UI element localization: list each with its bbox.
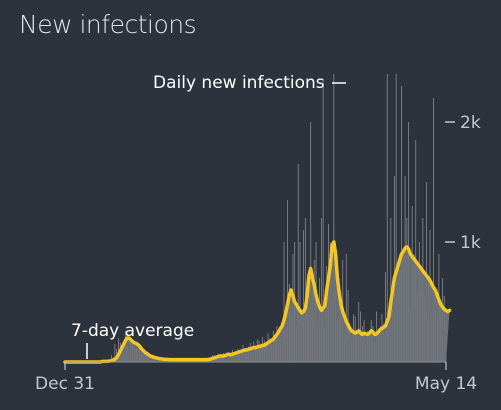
daily-bar [287, 200, 288, 362]
y-tick-label-1k: 1k [460, 233, 481, 253]
daily-new-infections-label: Daily new infections [153, 73, 325, 93]
daily-bar [114, 344, 116, 362]
daily-bar [395, 74, 397, 362]
daily-bar [118, 338, 119, 362]
daily-bar [385, 272, 386, 362]
daily-bar [333, 74, 335, 362]
daily-bar [401, 86, 402, 362]
daily-bar [320, 218, 322, 362]
daily-bar [299, 242, 301, 362]
daily-bar [433, 98, 434, 362]
daily-bar [415, 140, 417, 362]
daily-bar [393, 176, 395, 362]
x-tick-label-end: May 14 [415, 374, 477, 394]
daily-bar [408, 122, 410, 362]
chart-title: New infections [19, 10, 197, 39]
daily-bar [426, 182, 427, 362]
seven-day-average-label: 7-day average [71, 321, 194, 341]
seven-day-average-line [63, 240, 452, 364]
daily-bar [322, 80, 324, 362]
daily-bar [345, 254, 347, 362]
daily-bar [310, 122, 312, 362]
daily-bar [390, 218, 392, 362]
daily-bar [110, 354, 112, 362]
daily-bar [297, 164, 299, 362]
daily-bar [283, 242, 285, 362]
y-tick-label-2k: 2k [460, 113, 481, 133]
daily-bar [304, 218, 306, 362]
daily-bar [303, 230, 304, 362]
x-tick-label-start: Dec 31 [35, 374, 95, 394]
daily-bar [386, 74, 388, 362]
